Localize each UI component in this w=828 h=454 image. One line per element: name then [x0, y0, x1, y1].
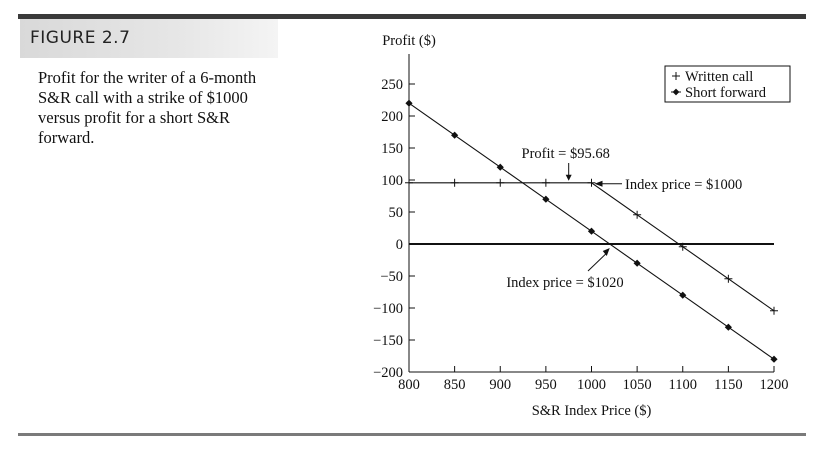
figure-caption: Profit for the writer of a 6-month S&R c…	[38, 68, 257, 147]
x-axis-label: S&R Index Price ($)	[532, 403, 652, 419]
point-written-call	[541, 178, 550, 187]
point-written-call	[770, 306, 778, 315]
top-rule	[18, 14, 806, 19]
annotation-profit-arrowhead	[565, 174, 572, 181]
series-line-written-call	[409, 182, 775, 312]
bottom-rule	[18, 433, 806, 436]
x-tick-label: 850	[444, 377, 466, 393]
point-written-call	[724, 274, 733, 283]
y-axis-label: Profit ($)	[382, 33, 436, 49]
y-tick-label: −50	[380, 269, 403, 285]
y-tick-label: 200	[381, 109, 403, 125]
series-layer	[405, 99, 778, 363]
y-tick-label: 150	[381, 141, 403, 157]
point-short-forward	[633, 259, 641, 267]
point-written-call	[587, 178, 596, 187]
y-tick-label: −100	[373, 301, 403, 317]
x-tick-label: 1000	[577, 377, 606, 393]
x-tick-label: 1150	[714, 377, 742, 393]
x-tick-label: 1100	[669, 377, 697, 393]
x-tick-label: 1050	[623, 377, 652, 393]
annotation-1000: Index price = $1000	[625, 177, 742, 193]
annotation-profit: Profit = $95.68	[522, 146, 610, 162]
annotation-layer: Profit = $95.68 Index price = $1000 Index …	[506, 146, 742, 291]
x-tick-label: 800	[398, 377, 420, 393]
y-tick-label: −200	[373, 365, 403, 381]
point-short-forward	[496, 163, 504, 171]
point-short-forward	[405, 99, 413, 107]
point-short-forward	[451, 131, 459, 139]
x-tick-label: 1200	[760, 377, 789, 393]
point-short-forward	[587, 227, 596, 235]
legend-entry-written-call: Written call	[685, 69, 753, 85]
x-tick-label: 900	[489, 377, 511, 393]
y-tick-label: −150	[373, 333, 403, 349]
legend-entry-short-forward: Short forward	[685, 85, 767, 101]
y-tick-label: 0	[396, 237, 403, 253]
y-tick-label: 50	[389, 205, 404, 221]
annotation-1000-arrowhead	[594, 180, 603, 187]
annotation-1020-arrowhead	[602, 248, 610, 256]
legend-diamond	[672, 88, 680, 96]
figure-label-box: FIGURE 2.7	[20, 19, 278, 58]
point-written-call	[405, 178, 413, 187]
figure-label: FIGURE 2.7	[30, 28, 131, 48]
y-tick-label: 100	[381, 173, 403, 189]
point-short-forward	[542, 195, 550, 203]
point-written-call	[633, 210, 642, 219]
point-short-forward	[770, 355, 778, 363]
point-written-call	[496, 178, 505, 187]
point-short-forward	[724, 323, 732, 331]
legend-box	[664, 65, 791, 103]
point-written-call	[678, 242, 687, 251]
y-tick-label: 250	[381, 77, 403, 93]
point-written-call	[450, 178, 459, 187]
annotation-1020: Index price = $1020	[506, 275, 623, 291]
x-tick-label: 950	[535, 377, 557, 393]
point-short-forward	[679, 291, 687, 299]
annotation-1020-arrow-shaft	[587, 252, 608, 272]
